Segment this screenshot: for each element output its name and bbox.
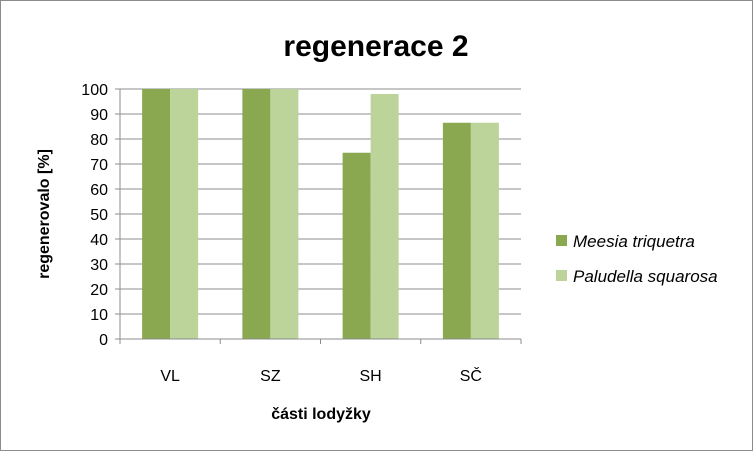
legend-swatch xyxy=(556,235,567,246)
y-tick-label: 90 xyxy=(90,107,108,124)
bar-series1 xyxy=(242,89,271,339)
x-tick-label: SZ xyxy=(260,368,281,385)
bar-series2 xyxy=(170,89,199,339)
legend-label: Paludella squarosa xyxy=(573,267,718,286)
bar-series1 xyxy=(342,152,371,339)
chart-title: regenerace 2 xyxy=(283,30,468,63)
x-axis-title: části lodyžky xyxy=(271,406,371,423)
x-tick-label: SH xyxy=(360,368,382,385)
y-tick-label: 80 xyxy=(90,132,108,149)
y-tick-label: 10 xyxy=(90,307,108,324)
legend: Meesia triquetra Paludella squarosa xyxy=(556,232,718,286)
y-tick-label: 0 xyxy=(99,332,108,349)
legend-label: Meesia triquetra xyxy=(573,232,695,251)
bar-series2 xyxy=(370,94,399,339)
legend-swatch xyxy=(556,270,567,281)
bar-series1 xyxy=(442,122,471,339)
y-tick-label: 100 xyxy=(81,82,108,99)
y-tick-label: 50 xyxy=(90,207,108,224)
x-tick-label: SČ xyxy=(460,366,482,385)
bar-series2 xyxy=(470,122,499,339)
axes xyxy=(115,88,522,344)
tick-labels: 0 10 20 30 40 50 60 70 80 90 100 VL SZ SH SČ xyxy=(81,82,482,385)
y-tick-label: 20 xyxy=(90,282,108,299)
y-tick-label: 60 xyxy=(90,182,108,199)
y-tick-label: 30 xyxy=(90,257,108,274)
bar-series2 xyxy=(270,89,299,339)
x-tick-label: VL xyxy=(160,368,180,385)
y-axis-title: regenerovalo [%] xyxy=(36,149,53,279)
y-tick-label: 40 xyxy=(90,232,108,249)
bar-series1 xyxy=(142,89,171,339)
bars xyxy=(142,89,499,339)
y-tick-label: 70 xyxy=(90,157,108,174)
